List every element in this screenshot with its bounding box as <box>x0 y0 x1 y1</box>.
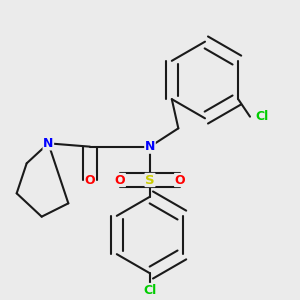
Text: O: O <box>85 173 95 187</box>
Text: Cl: Cl <box>143 284 157 296</box>
Text: N: N <box>43 137 53 150</box>
Text: S: S <box>145 173 155 187</box>
Text: Cl: Cl <box>255 110 268 123</box>
Text: N: N <box>145 140 155 153</box>
Text: O: O <box>175 173 185 187</box>
Text: O: O <box>115 173 125 187</box>
